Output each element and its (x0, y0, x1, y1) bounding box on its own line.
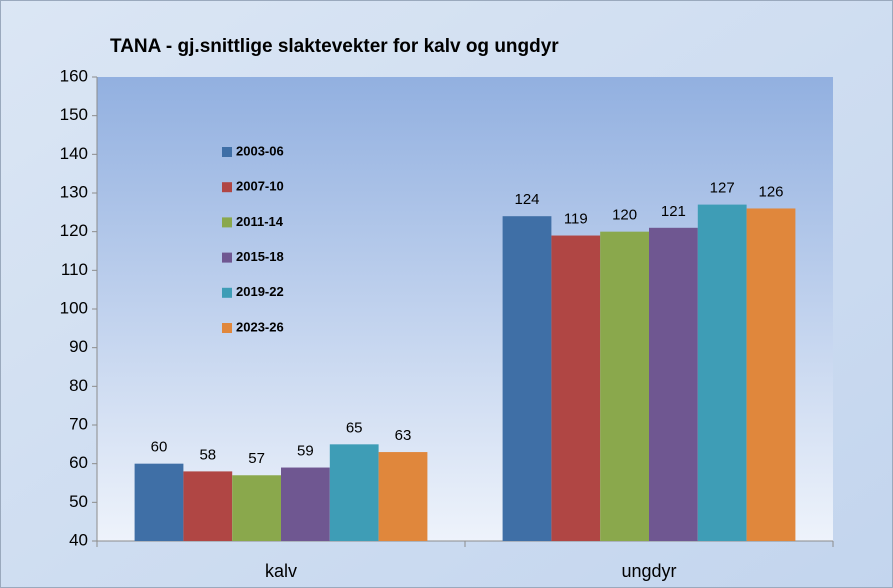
y-tick-label: 130 (60, 182, 88, 201)
y-tick-label: 60 (69, 453, 88, 472)
bar (746, 208, 796, 541)
y-tick-label: 100 (60, 298, 88, 317)
data-label: 124 (514, 191, 539, 208)
legend-swatch (222, 217, 232, 228)
y-tick-label: 40 (69, 530, 88, 549)
bar (329, 444, 379, 541)
bar (183, 471, 233, 541)
chart-title: TANA - gj.snittlige slaktevekter for kal… (110, 36, 559, 57)
y-tick-label: 160 (60, 66, 88, 85)
data-label: 120 (612, 207, 637, 224)
legend-label: 2007-10 (236, 179, 284, 194)
bar (502, 216, 552, 541)
y-tick-label: 140 (60, 144, 88, 163)
legend-label: 2011-14 (236, 214, 284, 229)
data-label: 127 (710, 180, 735, 197)
y-tick-label: 80 (69, 376, 88, 395)
legend-swatch (222, 147, 232, 157)
y-tick-label: 70 (69, 414, 88, 433)
data-label: 126 (758, 183, 783, 200)
data-label: 59 (297, 443, 314, 460)
x-tick-label: kalv (265, 561, 297, 581)
y-tick-label: 150 (60, 105, 88, 124)
legend-swatch (222, 252, 232, 263)
legend-swatch (222, 182, 232, 193)
data-label: 121 (661, 203, 686, 220)
legend-label: 2003-06 (236, 143, 284, 158)
legend-swatch (222, 287, 232, 298)
data-label: 60 (151, 439, 168, 456)
legend-label: 2019-22 (236, 284, 284, 299)
data-label: 119 (564, 211, 588, 228)
bar (232, 475, 281, 541)
data-label: 63 (395, 427, 412, 444)
data-label: 58 (199, 446, 216, 463)
bar (378, 452, 428, 541)
bar (697, 204, 747, 541)
data-label: 57 (248, 450, 265, 467)
y-tick-label: 120 (60, 221, 88, 240)
bar (600, 231, 649, 541)
legend-swatch (222, 323, 232, 333)
y-tick-label: 50 (69, 492, 88, 511)
x-tick-label: ungdyr (621, 561, 676, 581)
y-tick-label: 90 (69, 337, 88, 356)
y-tick-label: 110 (61, 260, 88, 279)
bar (551, 235, 601, 542)
legend-label: 2023-26 (236, 319, 284, 334)
bar (649, 227, 698, 542)
legend-label: 2015-18 (236, 249, 284, 264)
data-label: 65 (346, 419, 363, 436)
bar (134, 463, 184, 541)
bar (281, 467, 330, 541)
